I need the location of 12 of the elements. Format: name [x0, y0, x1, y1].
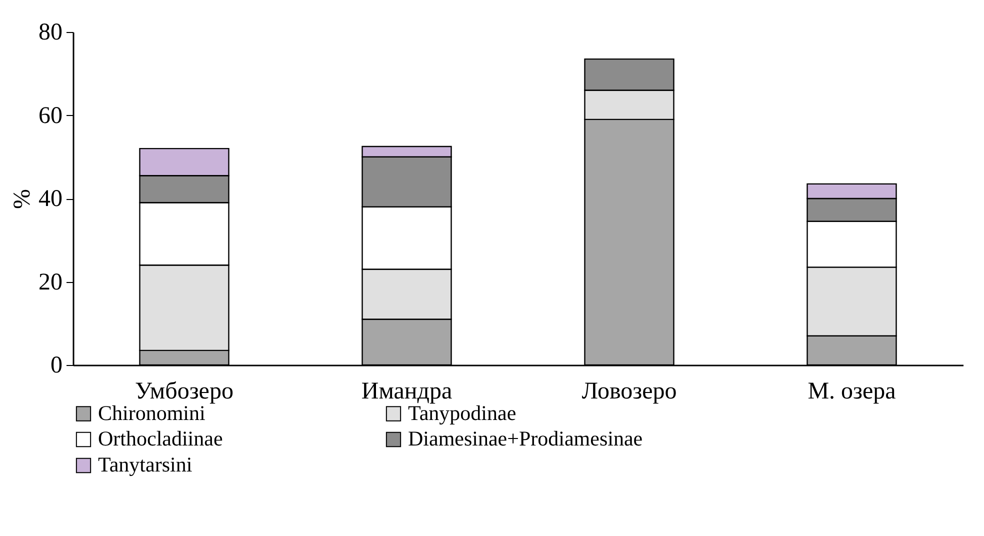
x-tick-label: Ловозеро [582, 378, 677, 404]
y-tick-label: 40 [38, 186, 62, 212]
y-axis-title: % [10, 189, 36, 209]
legend-label: Tanytarsini [98, 452, 192, 476]
y-tick-label: 80 [38, 20, 62, 46]
legend-label: Diamesinae+Prodiamesinae [408, 426, 643, 450]
x-tick-label: Имандра [361, 378, 452, 404]
y-tick-label: 60 [38, 102, 62, 129]
legend-label: Orthocladiinae [98, 426, 223, 450]
y-tick-label: 0 [50, 352, 62, 378]
x-tick-label: М. озера [808, 378, 896, 404]
y-tick-label: 20 [38, 269, 62, 296]
